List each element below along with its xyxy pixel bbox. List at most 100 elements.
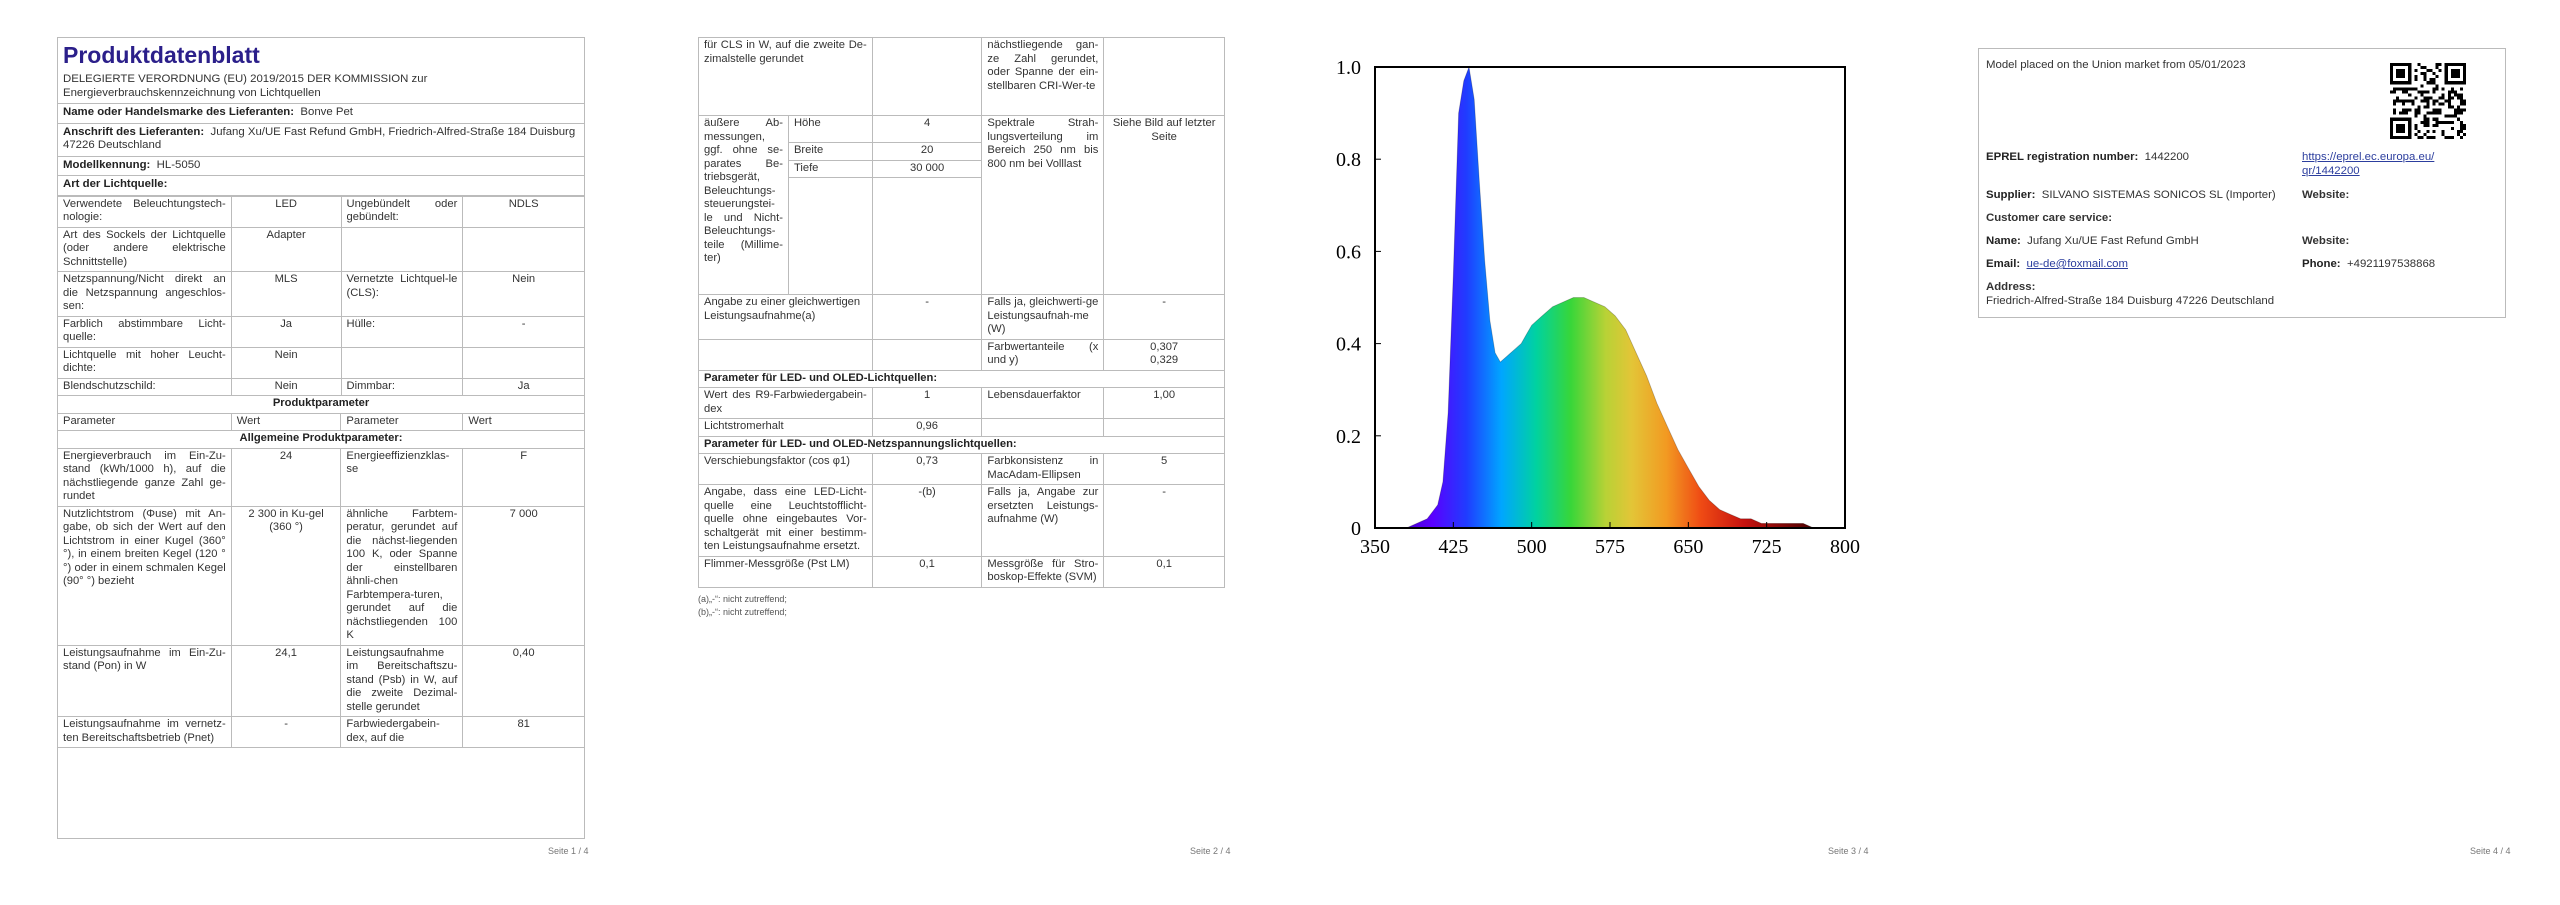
param-value: -(b) — [871, 484, 983, 557]
spectral-value: Siehe Bild auf letzter Seite — [1103, 115, 1225, 295]
col-header: Parameter — [340, 412, 464, 431]
param-label: Falls ja, Angabe zur ersetzten Leistungs… — [981, 484, 1105, 557]
model-id: HL-5050 — [156, 158, 201, 171]
param-value: 24,1 — [230, 644, 342, 717]
dimensions-label: äußere Ab-messungen, ggf. ohne se-parate… — [698, 115, 789, 295]
table-row: Angabe, dass eine LED-Licht-quelle eine … — [698, 484, 1225, 557]
param-value: - — [1103, 484, 1225, 557]
param-label: Leistungsaufnahme im Bereitschaftszu-sta… — [340, 644, 464, 717]
page-3: 350 425 500 575 650 725 800 0 0.2 0.4 0.6 0.8 1.0 Se… — [1280, 0, 1920, 905]
param-label: Farblich abstimmbare Licht-quelle: — [58, 315, 232, 348]
x-tick-label: 650 — [1673, 536, 1703, 558]
qr-code-icon — [2390, 63, 2466, 139]
param-value: 5 — [1103, 453, 1225, 485]
param-label: Leistungsaufnahme im Ein-Zu-stand (Pon) … — [58, 644, 232, 717]
param-label: ähnliche Farbtem-peratur, gerundet auf d… — [340, 505, 464, 646]
page-2-table-wrap: für CLS in W, auf die zweite De-zimalste… — [698, 37, 1225, 617]
param-value: 0,1 — [1103, 555, 1225, 588]
website-label-2: Website: — [2302, 235, 2350, 247]
footnote-a: (a)„-“: nicht zutreffend; — [698, 593, 787, 604]
page-number: Seite 3 / 4 — [1828, 846, 1869, 856]
param-value: Ja — [230, 315, 342, 348]
y-tick-label: 1.0 — [1336, 57, 1361, 79]
page-4: Model placed on the Union market from 05… — [1920, 0, 2560, 905]
table-row: Leistungsaufnahme im vernetz-ten Bereits… — [58, 716, 584, 748]
led-mains-header: Parameter für LED- und OLED-Netzspannung… — [698, 435, 1225, 454]
param-label: Ungebündelt oder gebündelt: — [340, 195, 464, 228]
param-label: Farbwiedergabein-dex, auf die — [340, 716, 464, 748]
param-label: Lichtquelle mit hoher Leucht-dichte: — [58, 346, 232, 379]
customer-care-label: Customer care service: — [1986, 212, 2112, 224]
param-label: für CLS in W, auf die zweite De-zimalste… — [698, 37, 873, 116]
param-label: Messgröße für Stro-boskop-Effekte (SVM) — [981, 555, 1105, 588]
table-row: Leistungsaufnahme im Ein-Zu-stand (Pon) … — [58, 644, 584, 717]
param-label: Falls ja, gleichwerti-ge Leistungsaufnah… — [981, 294, 1105, 340]
website-label: Website: — [2302, 189, 2350, 201]
param-label: Farbkonsistenz in MacAdam-Ellipsen — [981, 453, 1105, 485]
y-tick-label: 0.4 — [1336, 334, 1361, 356]
page-number: Seite 2 / 4 — [1190, 846, 1231, 856]
param-value: Nein — [462, 271, 584, 317]
param-value: 0,1 — [871, 555, 983, 588]
dimension-key: Tiefe — [787, 159, 873, 178]
param-value — [871, 37, 983, 116]
table-row: Wert des R9-Farbwiedergabein-dex 1 Lebensd… — [698, 387, 1225, 419]
page-1: Produktdatenblatt DELEGIERTE VERORDNUNG … — [0, 0, 640, 905]
table-row: Netzspannung/Nicht direkt an die Netzspa… — [58, 271, 584, 317]
product-params-header: Produktparameter — [58, 395, 584, 414]
table-row: Verwendete Beleuchtungstech-nologie: LED U… — [58, 195, 584, 228]
eprel-label: EPREL registration number: — [1986, 151, 2139, 163]
param-value: 0,96 — [871, 418, 983, 437]
x-tick-label: 350 — [1360, 536, 1390, 558]
param-value — [1103, 37, 1225, 116]
param-value: 1 — [871, 387, 983, 419]
table-row: Verschiebungsfaktor (cos φ1) 0,73 Farbkons… — [698, 453, 1225, 485]
led-params-header: Parameter für LED- und OLED-Lichtquellen… — [698, 369, 1225, 388]
x-tick-label: 575 — [1595, 536, 1625, 558]
type-table: Verwendete Beleuchtungstech-nologie: LED U… — [58, 195, 584, 397]
param-label: Lichtstromerhalt — [698, 418, 873, 437]
regulation-text: DELEGIERTE VERORDNUNG (EU) 2019/2015 DER… — [63, 73, 428, 99]
col-header: Wert — [230, 412, 342, 431]
dimension-value: 20 — [871, 142, 983, 161]
param-value: 2 300 in Ku-gel (360 °) — [230, 505, 342, 646]
dimension-key: Breite — [787, 142, 873, 161]
spectral-label: Spektrale Strah-lungsverteilung im Berei… — [981, 115, 1105, 295]
page-title: Produktdatenblatt — [63, 42, 260, 68]
param-value: - — [1103, 294, 1225, 340]
param-label: Art des Sockels der Lichtquelle (oder an… — [58, 226, 232, 272]
spectral-distribution-chart: 350 425 500 575 650 725 800 0 0.2 0.4 0.6 0.8 1.0 — [1336, 57, 1860, 558]
param-label: Energieverbrauch im Ein-Zu-stand (kWh/10… — [58, 447, 232, 507]
model-row: Modellkennung: HL-5050 — [58, 157, 584, 176]
param-value: NDLS — [462, 195, 584, 228]
param-label — [340, 346, 464, 379]
param-label: Blendschutzschild: — [58, 377, 232, 396]
param-label — [340, 226, 464, 272]
param-value: 81 — [462, 716, 584, 748]
x-tick-label: 725 — [1752, 536, 1782, 558]
product-data-sheet: Produktdatenblatt DELEGIERTE VERORDNUNG … — [57, 37, 585, 839]
param-label: Angabe, dass eine LED-Licht-quelle eine … — [698, 484, 873, 557]
eprel-info-box: Model placed on the Union market from 05… — [1978, 48, 2506, 318]
param-value: Nein — [230, 346, 342, 379]
param-value: F — [462, 447, 584, 507]
param-value: Adapter — [230, 226, 342, 272]
eprel-link[interactable]: https://eprel.ec.europa.eu/qr/1442200 — [2302, 151, 2435, 177]
table-row: Blendschutzschild: Nein Dimmbar: Ja — [58, 377, 584, 396]
table-row: Lichtquelle mit hoher Leucht-dichte: Nein — [58, 346, 584, 379]
param-label: Verwendete Beleuchtungstech-nologie: — [58, 195, 232, 228]
dimension-value: 30 000 — [871, 159, 983, 178]
param-label: Wert des R9-Farbwiedergabein-dex — [698, 387, 873, 419]
supplier-name-row: Name oder Handelsmarke des Lieferanten: … — [58, 104, 584, 124]
email-link[interactable]: ue-de@foxmail.com — [2026, 258, 2128, 270]
x-tick-label: 500 — [1517, 536, 1547, 558]
supplier-label: Supplier: — [1986, 189, 2036, 201]
table-row: Farblich abstimmbare Licht-quelle: Ja Hüll… — [58, 315, 584, 348]
param-label: Nutzlichtstrom (Φuse) mit An-gabe, ob si… — [58, 505, 232, 646]
param-label: Vernetzte Lichtquel-le (CLS): — [340, 271, 464, 317]
dimension-value: 4 — [871, 115, 983, 143]
table-row: Lichtstromerhalt 0,96 — [698, 418, 1225, 437]
page-2: für CLS in W, auf die zweite De-zimalste… — [640, 0, 1280, 905]
phone-label: Phone: — [2302, 258, 2341, 270]
table-row: Art des Sockels der Lichtquelle (oder an… — [58, 226, 584, 272]
